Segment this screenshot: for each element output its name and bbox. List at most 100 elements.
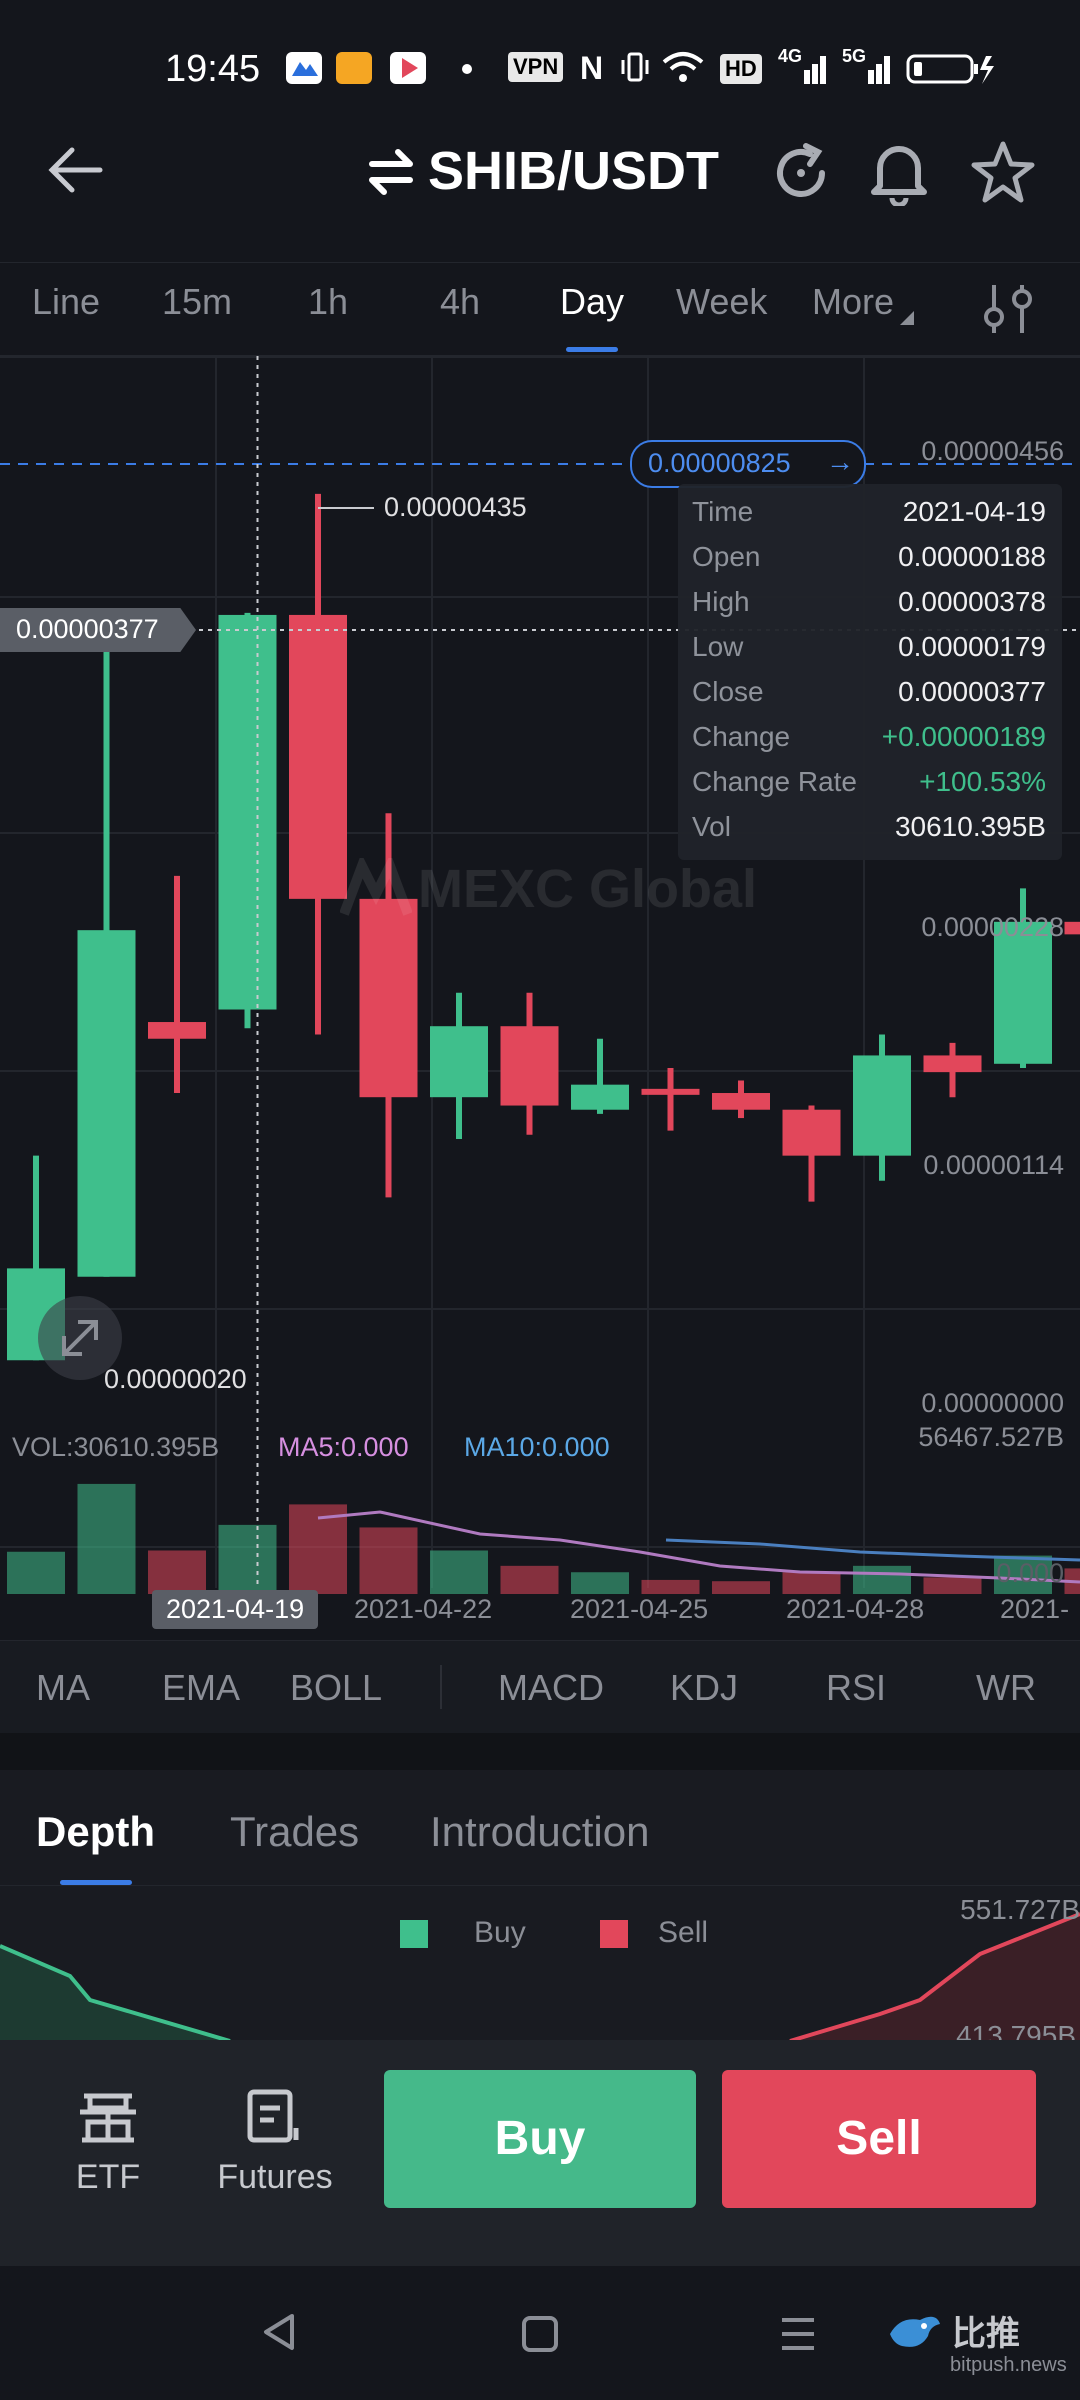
tooltip-value: +0.00000189 — [881, 721, 1046, 752]
expand-chart-button[interactable] — [38, 1296, 122, 1380]
nfc-icon: N — [580, 50, 604, 86]
favorite-star-icon[interactable] — [970, 140, 1036, 209]
back-button[interactable] — [42, 140, 112, 200]
indicator-kdj[interactable]: KDJ — [670, 1667, 739, 1708]
signal-icon-2 — [846, 52, 894, 91]
vpn-badge: VPN — [508, 52, 564, 82]
volume-bar — [289, 1504, 347, 1594]
date-axis-label: 2021-04-22 — [354, 1594, 493, 1624]
tab-introduction[interactable]: Introduction — [430, 1808, 650, 1855]
tooltip-value: 30610.395B — [894, 811, 1046, 842]
candle-info-tooltip: Time 2021-04-19 Open 0.00000188 High 0.0000… — [678, 484, 1062, 860]
tooltip-row-change-rate: Change Rate +100.53% — [692, 766, 1046, 798]
refresh-icon[interactable] — [770, 142, 832, 209]
back-arrow-icon — [48, 147, 103, 193]
exchange-watermark: MEXC Global — [418, 859, 758, 919]
tooltip-value: 0.00000188 — [898, 541, 1046, 572]
nav-menu-button[interactable] — [776, 2312, 820, 2361]
dot-icon — [462, 64, 472, 74]
kline-svg — [0, 356, 1080, 1594]
futures-button[interactable]: Futures — [210, 2088, 340, 2218]
swap-icon[interactable] — [366, 148, 416, 201]
candle-body — [359, 898, 418, 1098]
tooltip-label: Vol — [692, 811, 731, 842]
vibrate-icon — [620, 50, 650, 84]
tab-trades[interactable]: Trades — [230, 1808, 360, 1855]
nav-home-button[interactable] — [518, 2312, 562, 2361]
kline-chart[interactable]: 0.00000456 0.00000228 0.00000114 0.00000… — [0, 356, 1080, 1636]
buy-legend-label: Buy — [474, 1916, 526, 1949]
tab-4h[interactable]: 4h — [440, 281, 481, 322]
nav-menu-icon — [782, 2318, 814, 2350]
tooltip-row-low: Low 0.00000179 — [692, 631, 1046, 663]
system-nav-bar: 比推 bitpush.news — [0, 2266, 1080, 2400]
tab-1h[interactable]: 1h — [308, 281, 349, 322]
volume-bar — [782, 1572, 841, 1594]
nav-home-icon — [522, 2316, 558, 2352]
status-time: 19:45 — [165, 48, 261, 90]
indicator-ma[interactable]: MA — [36, 1667, 90, 1708]
app-play-icon — [390, 52, 426, 84]
tab-line[interactable]: Line — [32, 281, 101, 322]
buy-button[interactable]: Buy — [384, 2070, 696, 2208]
tooltip-value: 0.00000377 — [898, 676, 1046, 707]
current-price-value: 0.00000825 — [648, 448, 791, 478]
candle-body — [641, 1088, 700, 1095]
tab-depth[interactable]: Depth — [36, 1808, 155, 1855]
candle-body — [77, 930, 136, 1277]
tooltip-row-time: Time 2021-04-19 — [692, 496, 1046, 528]
tooltip-label: Low — [692, 631, 744, 662]
indicator-boll[interactable]: BOLL — [290, 1667, 383, 1708]
indicator-wr[interactable]: WR — [976, 1667, 1036, 1708]
sell-button[interactable]: Sell — [722, 2070, 1036, 2208]
tab-15m[interactable]: 15m — [162, 281, 233, 322]
battery-icon — [906, 54, 996, 89]
pair-title[interactable]: SHIB/USDT — [428, 141, 720, 201]
bell-icon[interactable] — [868, 140, 930, 211]
tooltip-row-high: High 0.00000378 — [692, 586, 1046, 618]
tooltip-label: Change Rate — [692, 766, 858, 797]
depth-tab-indicator — [60, 1880, 132, 1885]
depth-axis-label: 413.795B — [956, 2020, 1076, 2041]
depth-svg — [0, 1912, 1080, 2041]
tooltip-row-vol: Vol 30610.395B — [692, 811, 1046, 843]
net-5g-label: 5G — [842, 46, 867, 66]
trade-bottom-bar: ETF Futures Buy Sell — [0, 2040, 1080, 2266]
candle-body — [500, 1026, 559, 1106]
tooltip-value: 2021-04-19 — [902, 496, 1046, 527]
tab-more[interactable]: More — [812, 281, 895, 322]
current-price-tag[interactable]: 0.00000825 → — [630, 440, 866, 488]
indicator-ema[interactable]: EMA — [162, 1667, 241, 1708]
etf-button[interactable]: ETF — [58, 2088, 158, 2218]
candle-body — [994, 921, 1052, 1064]
wifi-icon — [660, 50, 706, 89]
volume-bar — [923, 1577, 982, 1594]
tooltip-value: +100.53% — [919, 766, 1046, 797]
ma5-label: MA5:0.000 — [278, 1432, 409, 1462]
candle-body — [853, 1055, 911, 1156]
date-axis-label: 2021- — [1000, 1594, 1070, 1624]
volume-bar — [712, 1581, 770, 1594]
volume-bar — [641, 1579, 700, 1594]
tab-day[interactable]: Day — [560, 281, 625, 322]
depth-sell-area — [790, 1914, 1080, 2041]
status-bar: 19:45 VPN N HD 4G 5G — [0, 0, 1080, 140]
tooltip-value: 0.00000179 — [898, 631, 1046, 662]
vol-axis-max: 56467.527B — [918, 1422, 1064, 1452]
signal-icon — [782, 52, 830, 91]
indicator-macd[interactable]: MACD — [498, 1667, 604, 1708]
price-axis-label: 0.00000228 — [921, 912, 1064, 942]
indicator-rsi[interactable]: RSI — [826, 1667, 887, 1708]
expand-icon — [62, 1320, 98, 1356]
chart-settings-icon[interactable] — [980, 281, 1036, 342]
tooltip-label: Close — [692, 676, 764, 707]
tooltip-label: Change — [692, 721, 791, 752]
volume-bar — [218, 1524, 277, 1594]
buy-legend-swatch — [400, 1920, 428, 1948]
taobao-icon — [336, 52, 372, 84]
futures-label: Futures — [217, 2158, 333, 2196]
nav-back-icon — [264, 2314, 294, 2350]
volume-bar — [359, 1527, 418, 1594]
nav-back-button[interactable] — [258, 2310, 302, 2359]
tab-week[interactable]: Week — [676, 281, 768, 322]
